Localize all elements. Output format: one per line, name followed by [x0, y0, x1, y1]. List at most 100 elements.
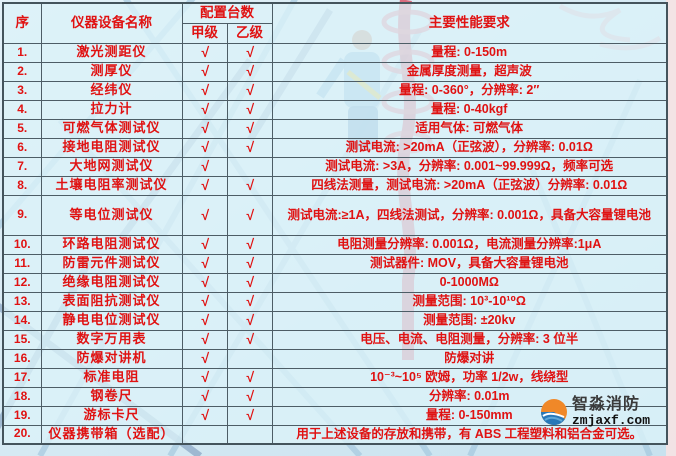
grade-b-check: √ — [226, 118, 273, 139]
table-row: 5. 可燃气体测试仪 √ √ 适用气体: 可燃气体 — [2, 118, 668, 139]
grade-a-check: √ — [181, 99, 228, 120]
performance-requirement: 电压、电流、电阻测量，分辨率: 3 位半 — [271, 329, 668, 350]
equipment-name: 数字万用表 — [40, 329, 183, 350]
performance-requirement: 量程: 0-360°，分辨率: 2″ — [271, 80, 668, 101]
header-config-count: 配置台数 — [181, 2, 273, 24]
equipment-name: 测厚仪 — [40, 61, 183, 82]
grade-b-check — [226, 348, 273, 369]
row-number: 4. — [2, 99, 42, 120]
grade-a-check: √ — [181, 156, 228, 177]
grade-b-check — [226, 424, 273, 445]
row-number: 6. — [2, 137, 42, 158]
grade-b-check: √ — [226, 272, 273, 293]
grade-a-check: √ — [181, 194, 228, 236]
grade-a-check: √ — [181, 234, 228, 255]
grade-b-check: √ — [226, 386, 273, 407]
equipment-name: 环路电阻测试仪 — [40, 234, 183, 255]
row-number: 10. — [2, 234, 42, 255]
row-number: 11. — [2, 253, 42, 274]
equipment-name: 经纬仪 — [40, 80, 183, 101]
performance-requirement: 测试电流: >20mA（正弦波），分辨率: 0.01Ω — [271, 137, 668, 158]
equipment-name: 等电位测试仪 — [40, 194, 183, 236]
grade-b-check: √ — [226, 310, 273, 331]
performance-requirement: 用于上述设备的存放和携带，有 ABS 工程塑料和铝合金可选。 — [271, 424, 668, 445]
row-number: 18. — [2, 386, 42, 407]
grade-b-check: √ — [226, 291, 273, 312]
equipment-name: 绝缘电阻测试仪 — [40, 272, 183, 293]
grade-b-check: √ — [226, 194, 273, 236]
equipment-name: 仪器携带箱（选配） — [40, 424, 183, 445]
grade-b-check: √ — [226, 80, 273, 101]
grade-b-check: √ — [226, 137, 273, 158]
equipment-name: 防雷元件测试仪 — [40, 253, 183, 274]
header-performance: 主要性能要求 — [271, 2, 668, 44]
table-row: 15. 数字万用表 √ √ 电压、电流、电阻测量，分辨率: 3 位半 — [2, 329, 668, 350]
row-number: 12. — [2, 272, 42, 293]
equipment-name: 钢卷尺 — [40, 386, 183, 407]
grade-a-check: √ — [181, 175, 228, 196]
row-number: 7. — [2, 156, 42, 177]
grade-a-check: √ — [181, 405, 228, 426]
table-row: 3. 经纬仪 √ √ 量程: 0-360°，分辨率: 2″ — [2, 80, 668, 101]
performance-requirement: 金属厚度测量，超声波 — [271, 61, 668, 82]
performance-requirement: 量程: 0-40kgf — [271, 99, 668, 120]
zmjaxf-logo-icon — [540, 399, 567, 426]
performance-requirement: 测试器件: MOV，具备大容量锂电池 — [271, 253, 668, 274]
grade-b-check: √ — [226, 367, 273, 388]
equipment-name: 拉力计 — [40, 99, 183, 120]
equipment-name: 激光测距仪 — [40, 42, 183, 63]
grade-a-check: √ — [181, 367, 228, 388]
equipment-name: 防爆对讲机 — [40, 348, 183, 369]
header-grade-b: 乙级 — [226, 22, 273, 44]
performance-requirement: 测量范围: 10³-10¹⁰Ω — [271, 291, 668, 312]
row-number: 5. — [2, 118, 42, 139]
row-number: 13. — [2, 291, 42, 312]
row-number: 16. — [2, 348, 42, 369]
table-row: 13. 表面阻抗测试仪 √ √ 测量范围: 10³-10¹⁰Ω — [2, 291, 668, 312]
grade-a-check: √ — [181, 386, 228, 407]
header-seq: 序 — [2, 2, 42, 44]
grade-a-check: √ — [181, 80, 228, 101]
table-row: 12. 绝缘电阻测试仪 √ √ 0-1000MΩ — [2, 272, 668, 293]
grade-b-check: √ — [226, 99, 273, 120]
grade-a-check: √ — [181, 42, 228, 63]
equipment-name: 标准电阻 — [40, 367, 183, 388]
grade-a-check: √ — [181, 253, 228, 274]
row-number: 19. — [2, 405, 42, 426]
equipment-name: 可燃气体测试仪 — [40, 118, 183, 139]
performance-requirement: 电阻测量分辨率: 0.001Ω，电流测量分辨率:1μA — [271, 234, 668, 255]
grade-b-check: √ — [226, 253, 273, 274]
table-row: 4. 拉力计 √ √ 量程: 0-40kgf — [2, 99, 668, 120]
table-row: 11. 防雷元件测试仪 √ √ 测试器件: MOV，具备大容量锂电池 — [2, 253, 668, 274]
table-row: 14. 静电电位测试仪 √ √ 测量范围: ±20kv — [2, 310, 668, 331]
performance-requirement: 分辨率: 0.01m — [271, 386, 668, 407]
equipment-name: 游标卡尺 — [40, 405, 183, 426]
row-number: 8. — [2, 175, 42, 196]
watermark-site-url: zmjaxf.com — [572, 412, 651, 428]
performance-requirement: 0-1000MΩ — [271, 272, 668, 293]
performance-requirement: 测量范围: ±20kv — [271, 310, 668, 331]
row-number: 2. — [2, 61, 42, 82]
table-row: 10. 环路电阻测试仪 √ √ 电阻测量分辨率: 0.001Ω，电流测量分辨率:… — [2, 234, 668, 255]
row-number: 17. — [2, 367, 42, 388]
table-row: 2. 测厚仪 √ √ 金属厚度测量，超声波 — [2, 61, 668, 82]
equipment-name: 表面阻抗测试仪 — [40, 291, 183, 312]
grade-b-check: √ — [226, 175, 273, 196]
watermark: 智淼消防 zmjaxf.com — [540, 396, 651, 428]
header-row-1: 序 仪器设备名称 配置台数 主要性能要求 — [2, 2, 668, 44]
table-row: 19. 游标卡尺 √ √ 量程: 0-150mm — [2, 405, 668, 426]
grade-b-check: √ — [226, 61, 273, 82]
table-row: 16. 防爆对讲机 √ 防爆对讲 — [2, 348, 668, 369]
row-number: 14. — [2, 310, 42, 331]
row-number: 1. — [2, 42, 42, 63]
header-equipment-name: 仪器设备名称 — [40, 2, 183, 44]
equipment-spec-table: 序 仪器设备名称 配置台数 主要性能要求 甲级 乙级 1. 激光测距仪 √ √ … — [2, 2, 668, 445]
grade-a-check: √ — [181, 291, 228, 312]
header-grade-a: 甲级 — [181, 22, 228, 44]
table-row: 1. 激光测距仪 √ √ 量程: 0-150m — [2, 42, 668, 63]
performance-requirement: 10⁻³~10⁵ 欧姆，功率 1/2w，线绕型 — [271, 367, 668, 388]
table-row: 7. 大地网测试仪 √ 测试电流: >3A，分辨率: 0.001~99.999Ω… — [2, 156, 668, 177]
row-number: 3. — [2, 80, 42, 101]
grade-a-check: √ — [181, 137, 228, 158]
grade-a-check: √ — [181, 272, 228, 293]
